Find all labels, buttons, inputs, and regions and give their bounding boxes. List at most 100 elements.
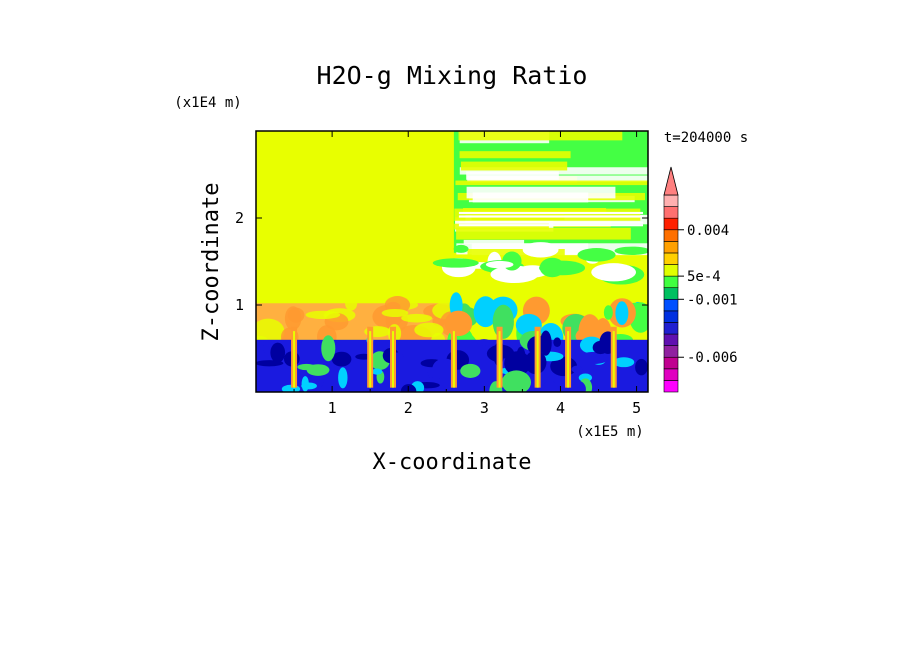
colorbar-tick-label: -0.006	[687, 350, 738, 366]
colorbar-segment	[663, 206, 679, 219]
field-blob	[371, 368, 383, 375]
field-band	[455, 180, 648, 186]
field-blob	[504, 351, 531, 376]
field-blob	[571, 365, 583, 373]
colorbar-segment	[663, 322, 679, 335]
x-tick-label: 5	[632, 399, 641, 417]
time-label: t=204000 s	[664, 130, 748, 146]
field-blob	[614, 246, 648, 256]
x-unit-label: (x1E5 m)	[576, 424, 643, 440]
field-plume	[452, 331, 455, 388]
colorbar-segment	[663, 229, 679, 242]
field-band	[458, 221, 643, 224]
field-blob	[501, 370, 532, 392]
colorbar-segment	[663, 217, 679, 231]
field-blob	[432, 258, 479, 268]
colorbar-segment	[663, 380, 679, 393]
x-tick-label: 4	[556, 399, 565, 417]
field-plume	[392, 331, 395, 388]
colorbar-segment	[663, 345, 679, 358]
y-tick-label: 1	[235, 296, 244, 314]
field-blob	[262, 342, 272, 354]
field-plume	[293, 331, 296, 388]
field-blob	[473, 296, 498, 328]
colorbar-tick-label: -0.001	[687, 292, 738, 308]
colorbar-segment	[663, 241, 679, 254]
field-blob	[381, 308, 409, 317]
field-blob	[522, 242, 559, 258]
chart-title: H2O-g Mixing Ratio	[317, 61, 588, 90]
y-axis-label: Z-coordinate	[199, 183, 224, 342]
field-band	[463, 239, 525, 245]
colorbar-tick-label: 5e-4	[687, 269, 721, 285]
field-band	[454, 208, 641, 221]
field-blob	[284, 306, 302, 331]
field-band	[472, 192, 589, 203]
field-plume	[498, 331, 501, 388]
field-blob	[539, 257, 565, 278]
field-blob	[345, 296, 358, 311]
field-band	[456, 227, 631, 240]
colorbar-segment	[663, 287, 679, 300]
field-blob	[460, 363, 481, 378]
field-blob	[492, 304, 514, 339]
colorbar-segment	[663, 310, 679, 323]
field-blob	[444, 310, 473, 337]
field-blob	[592, 340, 609, 355]
field-band	[460, 161, 568, 171]
field-blob	[453, 244, 469, 253]
field-blob	[306, 364, 330, 376]
field-blob	[270, 342, 286, 363]
field-blob	[338, 367, 348, 389]
y-tick-label: 2	[235, 209, 244, 227]
field-blob	[553, 337, 562, 348]
colorbar-segment	[663, 252, 679, 265]
field-blob	[591, 263, 636, 282]
field-plume	[536, 331, 539, 388]
colorbar: 0.004 5e-4 -0.001 -0.006	[663, 166, 738, 393]
field-blob	[490, 265, 539, 284]
field-band	[454, 223, 549, 230]
x-axis-label: X-coordinate	[373, 450, 532, 475]
y-axis: 12	[235, 209, 648, 314]
heatmap-field	[256, 131, 648, 392]
field-blob	[305, 310, 341, 320]
colorbar-segment	[663, 368, 679, 381]
colorbar-segment	[663, 194, 679, 207]
field-blob	[485, 260, 514, 269]
x-tick-label: 1	[328, 399, 337, 417]
field-blob	[579, 351, 609, 365]
field-band	[458, 211, 643, 215]
x-tick-label: 3	[480, 399, 489, 417]
colorbar-tick-label: 0.004	[687, 223, 729, 239]
colorbar-segment	[663, 264, 679, 277]
field-blob	[401, 313, 433, 323]
field-plume	[612, 331, 615, 388]
field-band	[458, 224, 643, 227]
colorbar-segment	[663, 275, 679, 289]
field-band	[459, 151, 571, 159]
field-blob	[331, 351, 352, 367]
field-band	[466, 171, 559, 180]
field-blob	[603, 305, 613, 320]
field-blob	[477, 339, 491, 346]
plot-frame	[255, 130, 649, 393]
x-axis: 1 2 3 4 5	[293, 131, 641, 417]
x-tick-label: 2	[404, 399, 413, 417]
field-band	[459, 167, 648, 175]
colorbar-extend-arrow	[663, 166, 679, 196]
colorbar-segment	[663, 333, 679, 346]
field-band	[458, 215, 643, 218]
field-blob	[613, 357, 635, 368]
field-blob	[543, 380, 557, 392]
field-blob	[615, 301, 629, 325]
field-blob	[569, 380, 586, 392]
field-band	[458, 131, 623, 141]
field-blob	[432, 358, 457, 380]
colorbar-segment	[663, 298, 679, 312]
field-blob	[635, 358, 648, 376]
field-blob	[539, 330, 552, 356]
field-blob	[577, 248, 616, 262]
colorbar-segment	[663, 356, 679, 370]
